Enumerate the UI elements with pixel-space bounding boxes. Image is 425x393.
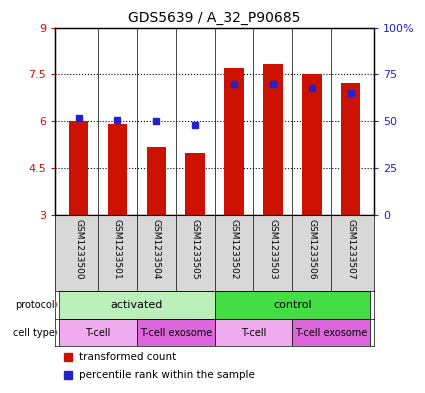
Polygon shape (56, 328, 58, 337)
Bar (215, 319, 292, 347)
Bar (224, 68, 244, 215)
Bar (185, 153, 205, 215)
Text: T-cell: T-cell (85, 327, 111, 338)
Bar (215, 291, 370, 319)
Text: GSM1233505: GSM1233505 (191, 219, 200, 280)
Bar (302, 75, 322, 215)
Text: GSM1233506: GSM1233506 (307, 219, 316, 280)
Title: GDS5639 / A_32_P90685: GDS5639 / A_32_P90685 (128, 11, 301, 25)
Bar (108, 124, 127, 215)
Text: activated: activated (110, 299, 163, 310)
Bar (292, 319, 370, 347)
Text: T-cell exosome: T-cell exosome (295, 327, 367, 338)
Bar (59, 319, 137, 347)
Bar (147, 147, 166, 215)
Bar (59, 291, 215, 319)
Polygon shape (56, 300, 58, 309)
Text: percentile rank within the sample: percentile rank within the sample (79, 371, 255, 380)
Text: cell type: cell type (13, 327, 54, 338)
Text: transformed count: transformed count (79, 352, 176, 362)
Text: control: control (273, 299, 312, 310)
Bar (263, 64, 283, 215)
Text: GSM1233507: GSM1233507 (346, 219, 355, 280)
Bar (341, 83, 360, 215)
Bar (137, 319, 215, 347)
Text: protocol: protocol (15, 299, 54, 310)
Text: GSM1233504: GSM1233504 (152, 219, 161, 280)
Text: GSM1233501: GSM1233501 (113, 219, 122, 280)
Text: GSM1233503: GSM1233503 (269, 219, 278, 280)
Bar (69, 121, 88, 215)
Text: GSM1233502: GSM1233502 (230, 219, 238, 280)
Text: GSM1233500: GSM1233500 (74, 219, 83, 280)
Text: T-cell exosome: T-cell exosome (140, 327, 212, 338)
Text: T-cell: T-cell (241, 327, 266, 338)
